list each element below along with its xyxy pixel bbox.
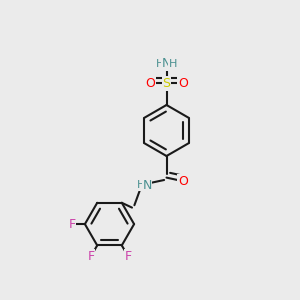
Text: O: O	[178, 175, 188, 188]
Text: F: F	[87, 250, 94, 263]
Text: S: S	[163, 77, 170, 90]
Text: F: F	[124, 250, 132, 263]
Text: N: N	[162, 57, 171, 70]
Text: H: H	[169, 59, 177, 69]
Text: H: H	[137, 180, 145, 190]
Text: O: O	[178, 77, 188, 90]
Text: F: F	[69, 218, 76, 231]
Text: H: H	[156, 59, 164, 69]
Text: O: O	[145, 77, 155, 90]
Text: N: N	[142, 178, 152, 192]
